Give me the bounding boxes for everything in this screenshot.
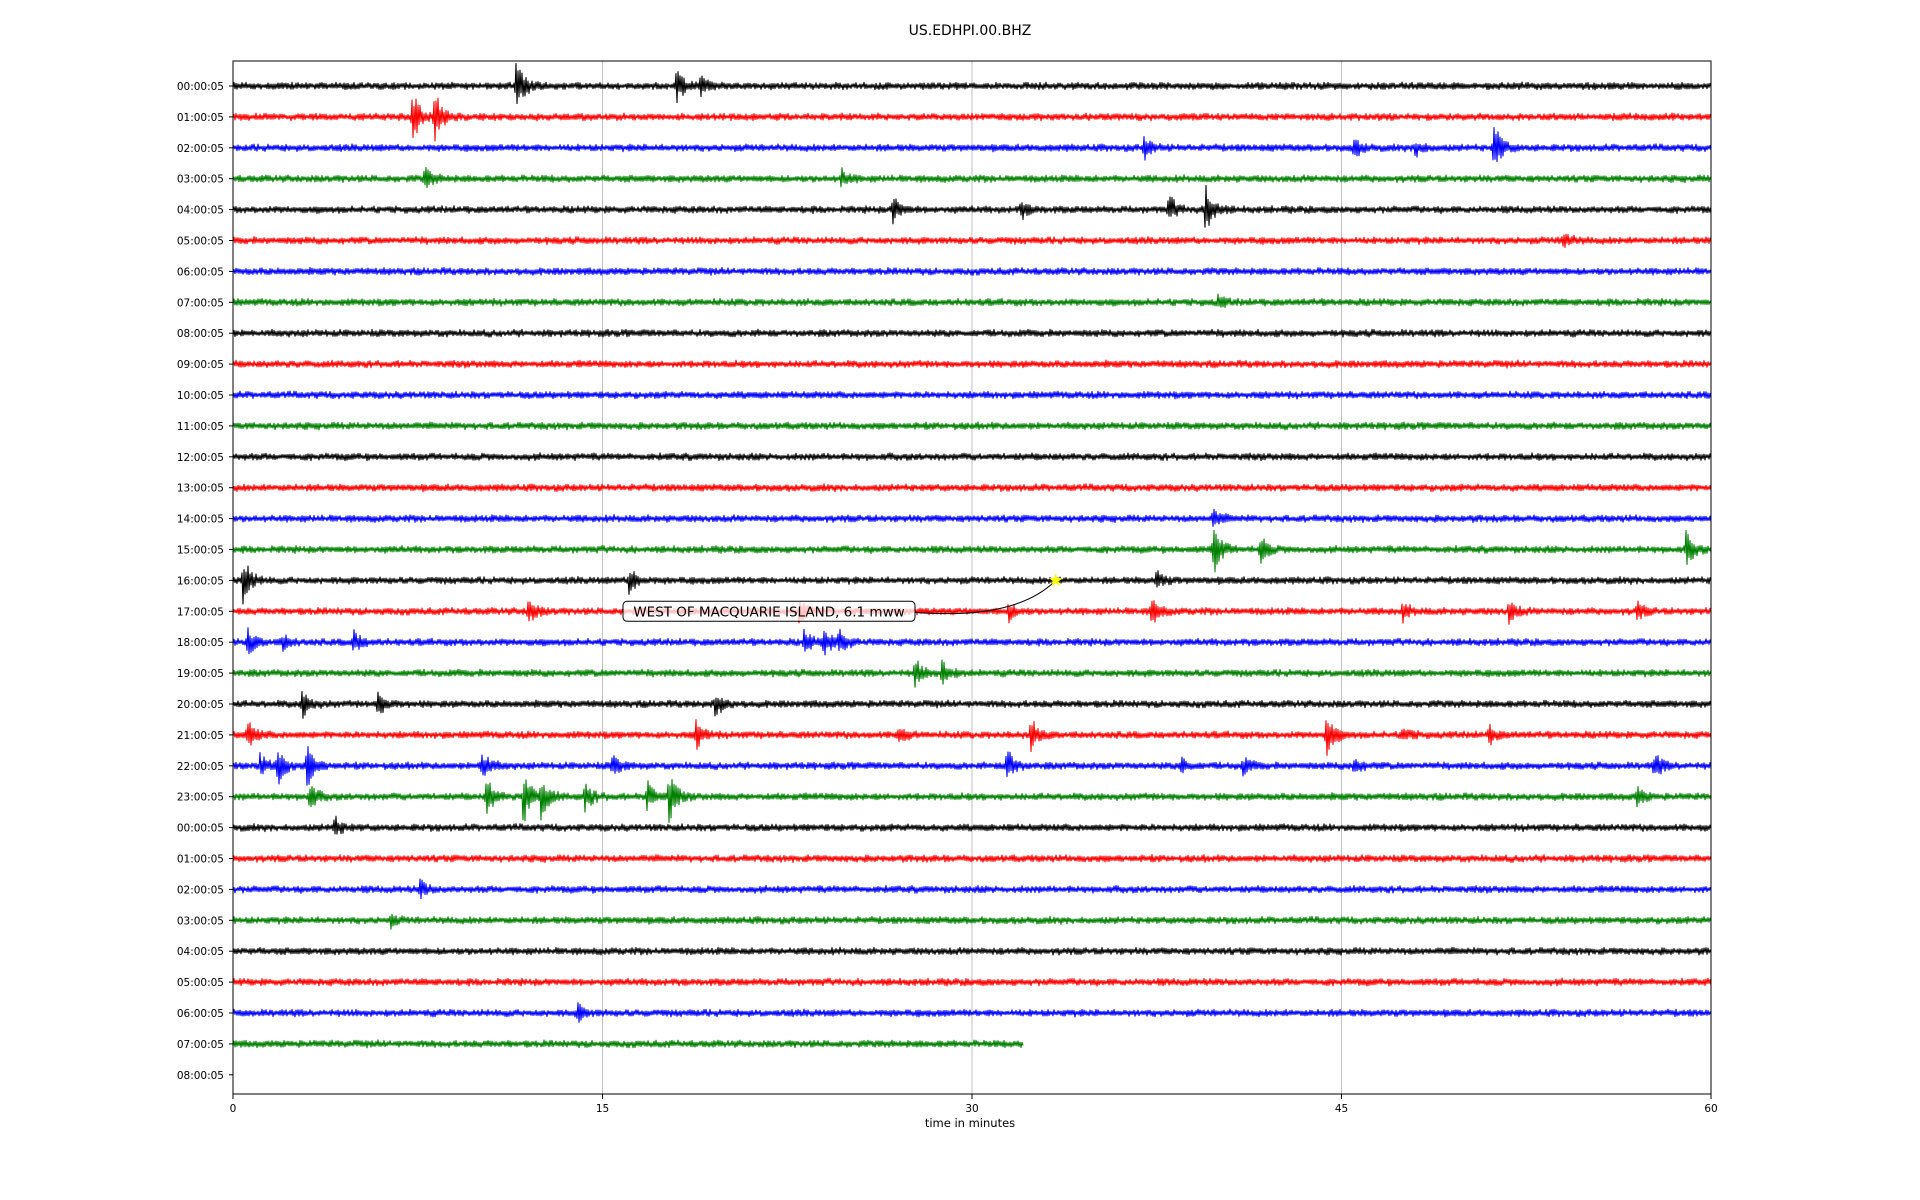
x-axis: 0 15 30 45 60 xyxy=(230,1094,1718,1115)
row-time-label: 21:00:05 xyxy=(177,730,224,742)
row-time-label: 04:00:05 xyxy=(177,946,224,958)
row-time-label: 22:00:05 xyxy=(177,761,224,773)
row-time-labels: 00:00:05 01:00:05 02:00:05 03:00:05 04:00:05… xyxy=(177,81,233,1082)
row-time-label: 20:00:05 xyxy=(177,699,224,711)
x-axis-label: time in minutes xyxy=(925,1116,1015,1130)
row-time-label: 11:00:05 xyxy=(177,421,224,433)
x-tick-label: 0 xyxy=(230,1103,237,1115)
row-time-label: 19:00:05 xyxy=(177,668,224,680)
row-time-label: 08:00:05 xyxy=(177,1070,224,1082)
x-tick-label: 45 xyxy=(1335,1103,1348,1115)
row-time-label: 00:00:05 xyxy=(177,81,224,93)
row-time-label: 05:00:05 xyxy=(177,977,224,989)
row-time-label: 06:00:05 xyxy=(177,1008,224,1020)
row-time-label: 16:00:05 xyxy=(177,575,224,587)
row-time-label: 03:00:05 xyxy=(177,174,224,186)
row-time-label: 06:00:05 xyxy=(177,266,224,278)
row-time-label: 15:00:05 xyxy=(177,545,224,557)
row-time-label: 02:00:05 xyxy=(177,143,224,155)
row-time-label: 04:00:05 xyxy=(177,205,224,217)
x-tick-label: 30 xyxy=(965,1103,978,1115)
row-time-label: 08:00:05 xyxy=(177,328,224,340)
row-time-label: 18:00:05 xyxy=(177,637,224,649)
row-time-label: 10:00:05 xyxy=(177,390,224,402)
row-time-label: 07:00:05 xyxy=(177,1039,224,1051)
row-time-label: 00:00:05 xyxy=(177,823,224,835)
row-time-label: 02:00:05 xyxy=(177,884,224,896)
x-tick-label: 60 xyxy=(1704,1103,1717,1115)
row-time-label: 07:00:05 xyxy=(177,297,224,309)
row-time-label: 01:00:05 xyxy=(177,854,224,866)
row-time-label: 09:00:05 xyxy=(177,359,224,371)
chart-title: US.EDHPI.00.BHZ xyxy=(909,23,1032,39)
x-tick-label: 15 xyxy=(596,1103,609,1115)
trace-row-31 xyxy=(233,1040,1023,1048)
row-time-label: 14:00:05 xyxy=(177,514,224,526)
row-time-label: 13:00:05 xyxy=(177,483,224,495)
row-time-label: 17:00:05 xyxy=(177,606,224,618)
annotation-text: WEST OF MACQUARIE ISLAND, 6.1 mww xyxy=(633,604,904,620)
row-time-label: 12:00:05 xyxy=(177,452,224,464)
row-time-label: 01:00:05 xyxy=(177,112,224,124)
row-time-label: 23:00:05 xyxy=(177,792,224,804)
row-time-label: 03:00:05 xyxy=(177,915,224,927)
row-time-label: 05:00:05 xyxy=(177,236,224,248)
